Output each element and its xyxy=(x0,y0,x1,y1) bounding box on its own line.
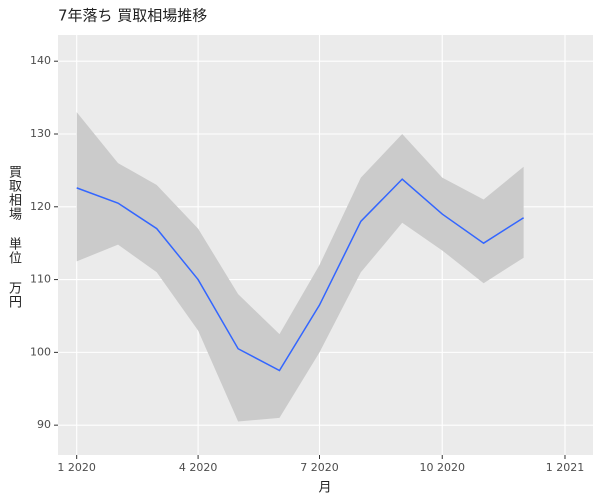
trend-line xyxy=(76,178,525,372)
y-tick-label: 140 xyxy=(30,54,51,67)
x-tick-label: 1 2020 xyxy=(57,461,96,474)
confidence-band xyxy=(76,112,524,422)
x-tick-label: 7 2020 xyxy=(300,461,339,474)
y-tick-label: 130 xyxy=(30,127,51,140)
y-tick-label: 90 xyxy=(37,418,51,431)
y-tick-label: 120 xyxy=(30,200,51,213)
x-tick-label: 4 2020 xyxy=(179,461,218,474)
chart-title: 7年落ち 買取相場推移 xyxy=(58,7,207,25)
x-tick-label: 10 2020 xyxy=(419,461,465,474)
x-axis-label: 月 xyxy=(318,481,331,496)
y-axis-label: 買取相場 単位 万円 xyxy=(6,165,21,309)
y-tick-label: 100 xyxy=(30,345,51,358)
y-tick-label: 110 xyxy=(30,273,51,286)
x-tick-label: 1 2021 xyxy=(546,461,585,474)
